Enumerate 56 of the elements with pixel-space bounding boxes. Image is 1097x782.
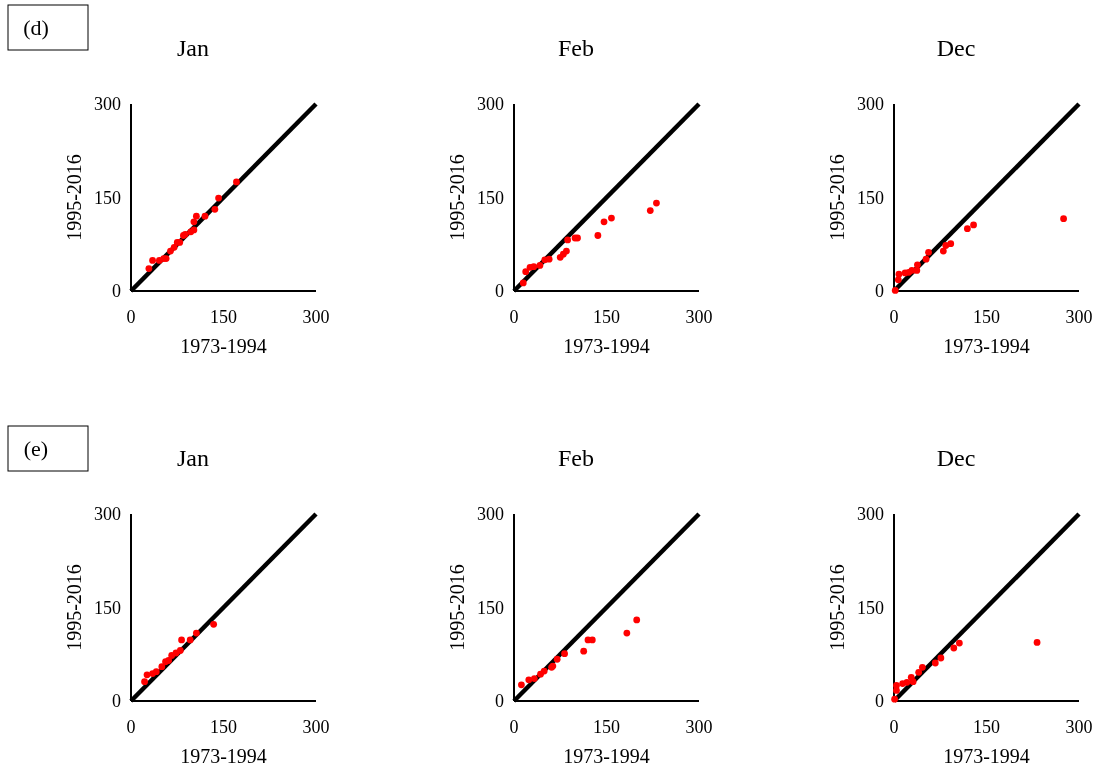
- x-axis-title: 1973-1994: [180, 745, 267, 767]
- x-tick-label: 0: [126, 307, 136, 327]
- y-tick-label: 0: [875, 691, 884, 712]
- x-tick-label: 0: [889, 307, 899, 327]
- x-tick-label: 300: [1065, 717, 1093, 737]
- chart-title: Dec: [936, 445, 976, 471]
- x-tick-label: 300: [685, 717, 713, 737]
- y-tick-label: 0: [875, 281, 884, 302]
- chart-title: Dec: [936, 35, 976, 61]
- x-tick-label: 300: [685, 307, 713, 327]
- x-axis-title: 1973-1994: [180, 335, 267, 357]
- y-tick-label: 0: [112, 281, 121, 302]
- y-tick-label: 150: [94, 597, 121, 618]
- x-tick-label: 0: [509, 717, 519, 737]
- y-axis-title: 1995-2016: [446, 564, 468, 651]
- x-tick-label: 150: [973, 717, 1000, 737]
- chart-title: Feb: [558, 35, 594, 61]
- y-axis-title: 1995-2016: [826, 564, 848, 651]
- x-tick-label: 150: [210, 307, 237, 327]
- chart-title: Feb: [558, 445, 594, 471]
- y-tick-label: 0: [112, 691, 121, 712]
- x-axis-title: 1973-1994: [563, 335, 650, 357]
- y-tick-label: 300: [857, 504, 884, 525]
- y-tick-label: 150: [857, 187, 884, 208]
- y-axis-title: 1995-2016: [63, 564, 85, 651]
- y-tick-label: 150: [94, 187, 121, 208]
- x-tick-label: 300: [302, 307, 330, 327]
- y-tick-label: 300: [94, 94, 121, 115]
- x-tick-label: 300: [1065, 307, 1093, 327]
- x-tick-label: 300: [302, 717, 330, 737]
- x-tick-label: 0: [509, 307, 519, 327]
- y-tick-label: 150: [477, 187, 504, 208]
- x-axis-title: 1973-1994: [943, 335, 1030, 357]
- chart-title: Jan: [177, 35, 209, 61]
- text: (e): [23, 436, 49, 461]
- text: (d): [23, 15, 49, 40]
- y-tick-label: 0: [495, 691, 504, 712]
- y-axis-title: 1995-2016: [446, 154, 468, 241]
- x-tick-label: 150: [593, 717, 620, 737]
- y-tick-label: 300: [477, 94, 504, 115]
- y-axis-title: 1995-2016: [826, 154, 848, 241]
- x-tick-label: 0: [126, 717, 136, 737]
- y-axis-title: 1995-2016: [63, 154, 85, 241]
- y-tick-label: 300: [857, 94, 884, 115]
- y-tick-label: 0: [495, 281, 504, 302]
- chart-title: Jan: [177, 445, 209, 471]
- x-tick-label: 150: [973, 307, 1000, 327]
- y-tick-label: 300: [94, 504, 121, 525]
- x-tick-label: 150: [210, 717, 237, 737]
- y-tick-label: 150: [857, 597, 884, 618]
- x-tick-label: 0: [889, 717, 899, 737]
- x-axis-title: 1973-1994: [943, 745, 1030, 767]
- y-tick-label: 150: [477, 597, 504, 618]
- y-tick-label: 300: [477, 504, 504, 525]
- x-tick-label: 150: [593, 307, 620, 327]
- x-axis-title: 1973-1994: [563, 745, 650, 767]
